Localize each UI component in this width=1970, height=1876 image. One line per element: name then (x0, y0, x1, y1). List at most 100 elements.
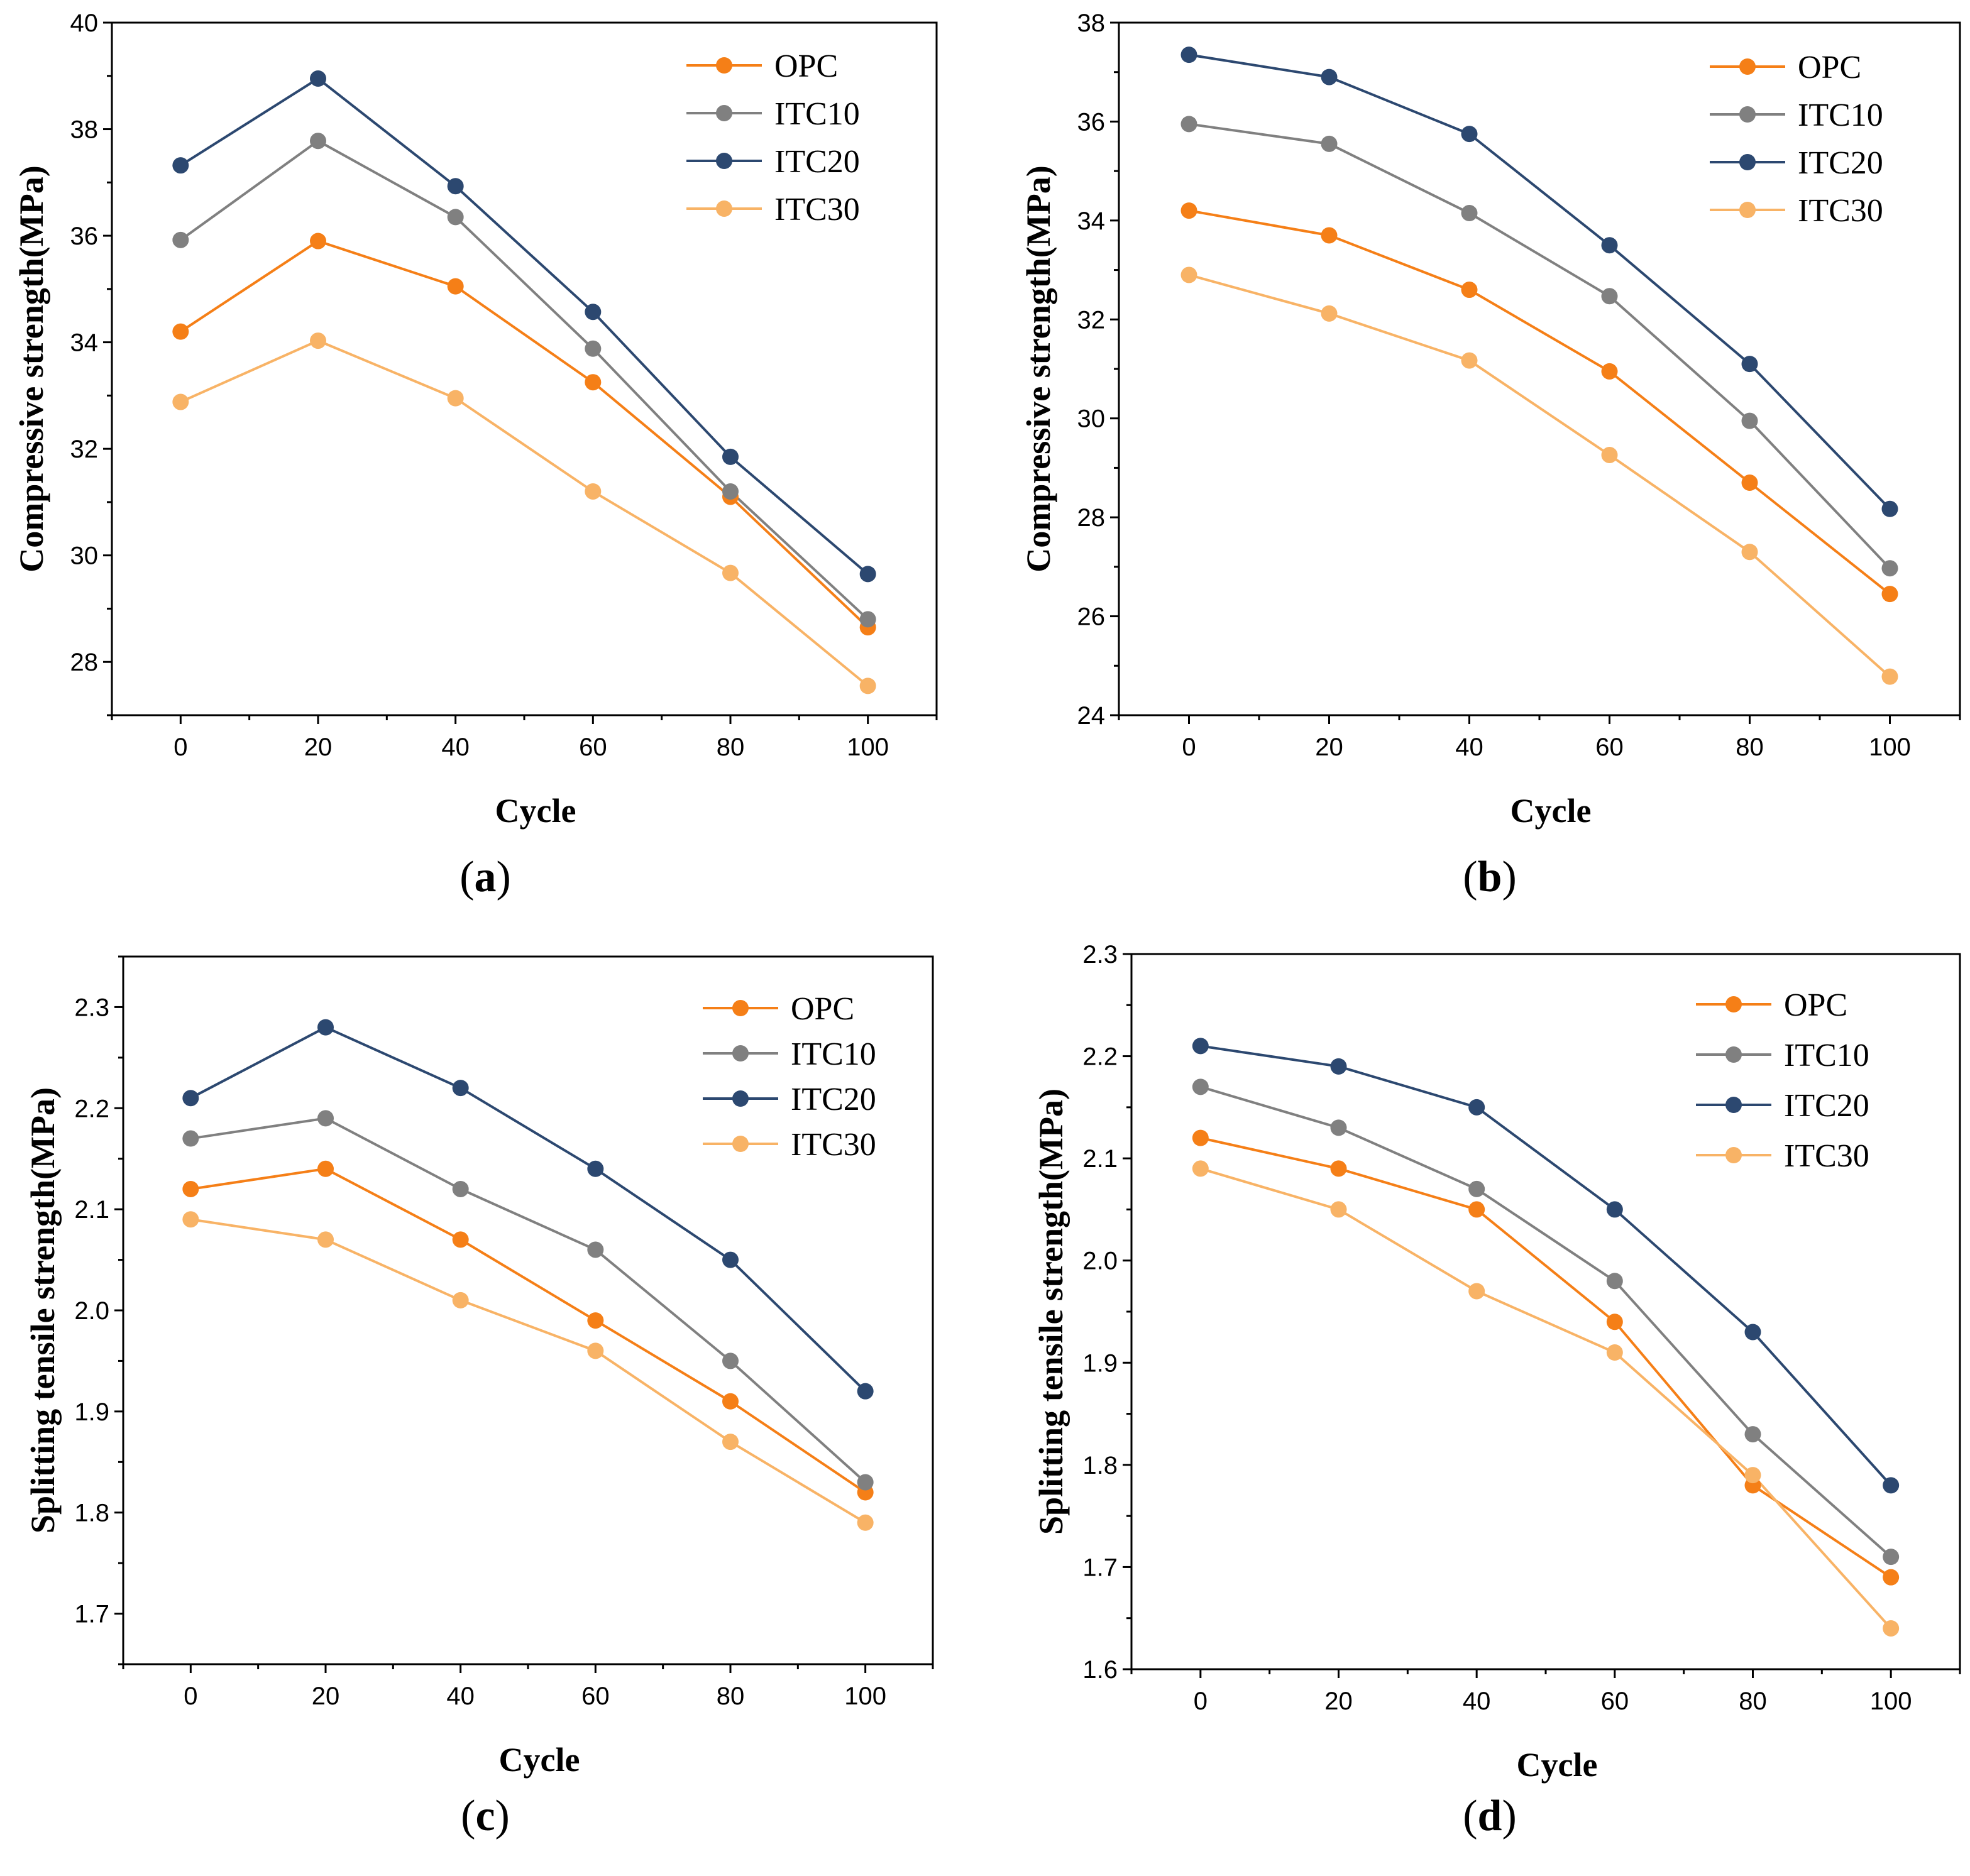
data-point-itc20 (857, 1383, 874, 1400)
y-tick-label: 40 (70, 9, 99, 37)
data-point-itc30 (585, 483, 602, 500)
data-point-itc30 (182, 1211, 199, 1228)
y-axis-label: Compressive strength(MPa) (13, 165, 50, 572)
x-tick-label: 60 (579, 733, 607, 761)
legend-label-opc: OPC (1798, 50, 1861, 85)
data-point-itc20 (172, 157, 189, 174)
y-tick-label: 26 (1077, 603, 1106, 631)
y-tick-label: 2.2 (1082, 1043, 1118, 1071)
x-tick-label: 0 (1194, 1687, 1208, 1715)
y-tick-label: 24 (1077, 702, 1106, 730)
data-point-itc20 (447, 178, 464, 195)
chart-panel-c: 0 20 40 60 80 100 1.7 1.8 1.9 2.0 2.1 2.2 2.3 Cycle Sp… (24, 955, 934, 1840)
y-tick-label: 32 (1077, 306, 1106, 334)
y-axis-label: Splitting tensile strength(MPa) (24, 1087, 62, 1533)
data-point-itc20 (859, 566, 876, 583)
y-tick-label: 2.0 (1082, 1248, 1118, 1275)
data-point-opc (1601, 363, 1618, 380)
y-tick-label: 2.2 (74, 1095, 109, 1122)
data-point-itc10 (859, 611, 876, 628)
data-point-itc20 (1192, 1038, 1209, 1055)
data-point-itc30 (722, 1434, 739, 1451)
data-point-itc30 (857, 1514, 874, 1531)
legend-label-itc10: ITC10 (774, 96, 860, 132)
y-tick-label: 36 (1077, 108, 1106, 136)
x-tick-label: 100 (1869, 733, 1911, 761)
x-axis-label: Cycle (1511, 792, 1592, 830)
chart-panel-b: 0 20 40 60 80 100 24 26 28 30 32 34 36 38 Cycle Compres… (1020, 9, 1961, 901)
legend-marker-itc20 (1725, 1097, 1742, 1113)
legend-marker-itc20 (716, 153, 732, 169)
data-point-itc10 (722, 483, 739, 500)
data-point-itc10 (1744, 1426, 1761, 1443)
data-point-itc30 (1741, 544, 1758, 561)
y-tick-label: 1.9 (1082, 1349, 1118, 1377)
data-point-itc30 (1883, 1620, 1900, 1637)
data-point-itc10 (172, 231, 189, 248)
data-point-opc (1321, 227, 1338, 244)
y-tick-label: 1.6 (1082, 1656, 1118, 1684)
data-point-itc30 (859, 677, 876, 694)
data-point-opc (1741, 474, 1758, 491)
x-tick-label: 20 (304, 733, 333, 761)
data-point-opc (182, 1180, 199, 1197)
chart-panel-d: 0 20 40 60 80 100 1.6 1.7 1.8 1.9 2.0 2.1 2.2 2.3 Cycl… (1032, 941, 1961, 1840)
series-line-itc30 (1200, 1167, 1892, 1630)
data-point-itc10 (447, 209, 464, 226)
y-tick-label: 34 (70, 329, 99, 357)
y-tick-label: 1.9 (74, 1398, 109, 1426)
data-point-itc20 (1468, 1099, 1485, 1116)
legend-label-itc10: ITC10 (1798, 97, 1883, 133)
x-tick-label: 40 (441, 733, 470, 761)
x-tick-label: 40 (446, 1682, 475, 1710)
data-point-itc10 (1461, 205, 1478, 222)
series-line-itc10 (180, 139, 869, 620)
legend-label-opc: OPC (1784, 987, 1847, 1023)
data-point-itc20 (452, 1080, 469, 1097)
x-tick-label: 20 (1315, 733, 1343, 761)
data-point-opc (1883, 1569, 1900, 1586)
y-tick-label: 1.7 (1082, 1554, 1118, 1581)
data-point-itc10 (1741, 412, 1758, 429)
chart-panel-a: 0 20 40 60 80 100 28 30 32 34 36 38 40 Cycle Compressi… (13, 9, 938, 901)
series-line-itc20 (180, 77, 869, 575)
y-tick-label: 1.7 (74, 1601, 109, 1628)
x-tick-label: 80 (1739, 1687, 1767, 1715)
data-point-itc30 (447, 390, 464, 407)
y-tick-label: 2.3 (1082, 941, 1118, 968)
panel-caption: (d) (1463, 1792, 1517, 1840)
data-point-itc30 (587, 1342, 604, 1359)
y-tick-label: 36 (70, 222, 99, 250)
y-tick-label: 30 (1077, 405, 1106, 433)
data-point-itc30 (1192, 1160, 1209, 1177)
x-tick-label: 40 (1463, 1687, 1491, 1715)
legend-label-itc30: ITC30 (774, 192, 860, 228)
y-tick-label: 28 (70, 649, 99, 676)
data-point-itc10 (1883, 1549, 1900, 1566)
data-point-itc20 (585, 304, 602, 321)
legend-marker-itc10 (1725, 1046, 1742, 1063)
panel-caption: (a) (459, 853, 511, 901)
data-point-itc10 (182, 1130, 199, 1147)
data-point-opc (1468, 1201, 1485, 1218)
data-point-opc (447, 278, 464, 295)
y-tick-label: 38 (1077, 9, 1106, 37)
x-axis-label: Cycle (495, 792, 576, 830)
series-line-itc10 (1200, 1085, 1892, 1558)
x-tick-label: 100 (847, 733, 889, 761)
y-tick-label: 1.8 (74, 1500, 109, 1527)
data-point-itc10 (310, 133, 326, 150)
data-point-itc20 (1601, 237, 1618, 254)
y-tick-label: 32 (70, 436, 99, 463)
series-line-itc30 (180, 339, 869, 687)
y-tick-label: 2.1 (74, 1196, 109, 1224)
series-line-itc30 (1188, 273, 1891, 678)
data-point-itc30 (172, 393, 189, 410)
data-point-itc30 (310, 332, 326, 349)
legend-label-itc10: ITC10 (1784, 1038, 1869, 1073)
data-point-itc10 (722, 1352, 739, 1369)
legend-marker-opc (1739, 58, 1756, 75)
data-point-itc20 (1461, 126, 1478, 143)
x-axis-label: Cycle (499, 1741, 580, 1779)
